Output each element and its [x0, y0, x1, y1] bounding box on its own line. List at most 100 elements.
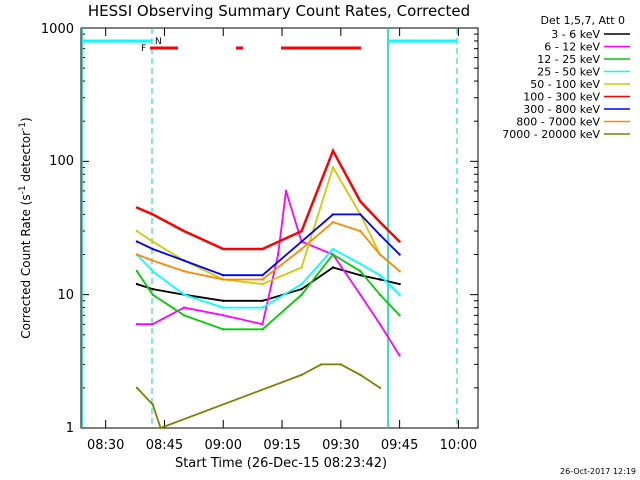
series-point: [222, 306, 225, 309]
series-point: [261, 323, 264, 326]
x-tick-labels: 08:30 08:45 09:00 09:15 09:30 09:45 10:00: [87, 438, 477, 453]
flag-label-n: N: [155, 37, 162, 47]
series-point: [378, 220, 382, 224]
legend-label: 12 - 25 keV: [537, 53, 600, 66]
series-point: [135, 323, 139, 326]
series-point: [300, 293, 303, 296]
y-tick-1000: 1000: [41, 22, 74, 37]
series-point: [222, 314, 225, 317]
series-point: [398, 240, 401, 243]
series-point: [135, 240, 139, 243]
series-point: [359, 262, 362, 266]
series-point: [182, 259, 186, 262]
series-point: [398, 253, 401, 256]
series-point: [398, 282, 401, 286]
series-point: [359, 270, 362, 273]
series-point: [182, 306, 186, 309]
plot-area: [80, 27, 479, 429]
series-point: [222, 278, 225, 281]
series-point: [222, 274, 225, 277]
series-point: [135, 253, 139, 256]
flag-label-f: F: [141, 44, 146, 54]
y-tick-100: 100: [49, 154, 74, 169]
series-line-4: [136, 165, 401, 286]
series-point: [359, 293, 362, 296]
series-point: [378, 274, 382, 277]
series-point: [135, 270, 139, 273]
x-axis-label: Start Time (26-Dec-15 08:23:42): [175, 456, 387, 471]
series-line-8: [136, 363, 381, 430]
series-line-6: [136, 213, 401, 277]
x-tick-label: 09:00: [205, 438, 242, 453]
series-point: [378, 293, 382, 296]
legend-label: 50 - 100 keV: [530, 78, 600, 91]
y-axis-label: Corrected Count Rate (s-1 detector-1): [18, 117, 33, 338]
series-point: [359, 373, 362, 377]
series-point: [222, 299, 225, 302]
series-point: [300, 240, 303, 243]
series-point: [261, 306, 264, 309]
y-tick-1: 1: [66, 421, 74, 436]
series-point: [151, 259, 154, 262]
series-point: [359, 274, 362, 277]
series-point: [378, 253, 382, 256]
x-tick-label: 10:00: [440, 438, 477, 453]
series-point: [151, 403, 154, 406]
series-point: [135, 386, 139, 390]
series-point: [331, 213, 335, 216]
series-point: [359, 200, 362, 203]
series-point: [151, 293, 154, 296]
series-line-5: [136, 147, 401, 251]
legend-label: 6 - 12 keV: [544, 41, 600, 54]
x-tick-label: 08:45: [146, 438, 183, 453]
series-point: [151, 287, 154, 291]
series-point: [151, 240, 154, 243]
series-point: [398, 354, 401, 357]
series-point: [359, 229, 362, 233]
series-line-3: [136, 247, 401, 309]
data-series: [135, 147, 401, 430]
series-point: [331, 253, 335, 256]
legend-label: 7000 - 20000 keV: [502, 128, 600, 141]
series-point: [182, 293, 186, 296]
series-point: [331, 166, 335, 169]
series-line-1: [137, 190, 401, 356]
series-point: [276, 253, 280, 256]
series-point: [320, 363, 323, 366]
series-point: [135, 282, 139, 286]
series-point: [261, 247, 264, 251]
series-point: [398, 293, 401, 296]
x-tick-label: 08:30: [87, 438, 124, 453]
series-point: [151, 270, 154, 273]
series-point: [159, 426, 162, 430]
series-point: [331, 149, 335, 152]
series-point: [222, 328, 225, 331]
series-point: [261, 328, 264, 331]
legend-header: Det 1,5,7, Att 0: [541, 14, 625, 27]
series-point: [378, 386, 382, 390]
series-point: [300, 229, 303, 233]
series-point: [261, 282, 264, 286]
series-point: [331, 220, 335, 224]
legend-label: 100 - 300 keV: [523, 91, 600, 104]
series-point: [300, 282, 303, 286]
x-tick-label: 09:15: [263, 438, 300, 453]
series-point: [300, 266, 303, 269]
series-point: [261, 274, 264, 277]
legend-label: 25 - 50 keV: [537, 66, 600, 79]
series-point: [378, 278, 382, 281]
series-point: [284, 189, 288, 193]
legend-label: 3 - 6 keV: [551, 28, 600, 41]
footer-timestamp: 26-Oct-2017 12:19: [560, 467, 636, 476]
series-point: [331, 266, 335, 269]
series-point: [300, 247, 303, 251]
series-line-7: [136, 221, 401, 281]
series-line-2: [136, 253, 401, 331]
y-tick-10: 10: [57, 288, 74, 303]
series-point: [398, 314, 401, 317]
series-point: [261, 278, 264, 281]
series-point: [151, 323, 154, 326]
series-point: [378, 323, 382, 326]
